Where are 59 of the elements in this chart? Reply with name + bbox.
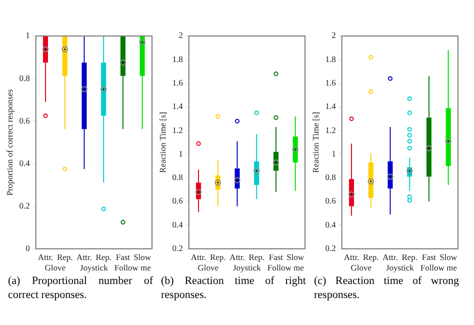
text: Follow me — [420, 262, 458, 272]
y-tick-label: 1.8 — [325, 54, 336, 64]
y-tick-label: 0.4 — [172, 219, 184, 230]
y-tick-label: 0.6 — [19, 115, 30, 126]
y-tick-label: 1.4 — [325, 101, 337, 112]
x-tick-label: Attr. — [38, 252, 54, 262]
text: Follow me — [267, 262, 304, 272]
y-axis-title: Reaction Time [s] — [310, 112, 320, 173]
x-tick-label: Rep. — [210, 252, 226, 262]
x-tick-label: Slow — [440, 252, 458, 262]
text: (b) Reaction time of right responses. — [160, 274, 307, 302]
x-tick-label: Slow — [134, 252, 152, 262]
text: Glove — [350, 262, 372, 272]
y-tick-label: 0.4 — [19, 158, 31, 168]
x-tick-label: Rep. — [362, 252, 379, 262]
y-tick-label: 1.6 — [325, 78, 336, 88]
y-tick-label: 1.4 — [172, 101, 184, 112]
text: Follow me — [114, 262, 152, 272]
x-tick-label: Slow — [286, 252, 305, 262]
x-tick-label: Rep. — [56, 252, 73, 262]
y-tick-label: 2 — [178, 30, 183, 40]
x-tick-label: Fast — [268, 252, 284, 262]
x-tick-label: Attr. — [344, 252, 360, 262]
y-axis-title: Reaction Time [s] — [157, 112, 168, 173]
y-tick-label: 0.8 — [172, 172, 183, 182]
text: Glove — [198, 262, 219, 272]
y-tick-label: 1 — [332, 148, 336, 158]
y-tick-label: 1.6 — [172, 78, 183, 88]
x-tick-label: Rep. — [248, 252, 265, 262]
y-tick-label: 0.6 — [172, 196, 183, 206]
y-tick-label: 0.2 — [19, 200, 30, 210]
y-tick-label: 1 — [178, 148, 183, 158]
y-axis-title: Proportion of correct responses — [4, 89, 14, 196]
y-tick-label: 1.2 — [172, 124, 183, 135]
y-tick-label: 2 — [332, 30, 336, 40]
y-tick-label: 0.8 — [325, 172, 336, 182]
text: Joystick — [386, 262, 415, 272]
y-tick-label: 0 — [26, 243, 30, 254]
y-tick-label: 1.2 — [325, 124, 336, 135]
x-tick-label: Rep. — [96, 252, 112, 262]
text: (a) Proportional number of correct responses. — [7, 274, 154, 302]
y-tick-label: 0.6 — [325, 196, 336, 206]
text: Joystick — [80, 262, 109, 272]
x-tick-label: Attr. — [382, 252, 398, 262]
x-tick-label: Fast — [422, 252, 437, 262]
x-tick-label: Attr. — [76, 252, 92, 262]
x-tick-label: Fast — [116, 252, 131, 262]
x-tick-label: Attr. — [190, 252, 206, 262]
y-tick-label: 0.8 — [19, 72, 30, 83]
text: (c) Reaction time of wrong responses. — [313, 274, 460, 302]
y-tick-label: 0.2 — [325, 243, 336, 254]
y-tick-label: 0.4 — [325, 219, 337, 230]
y-tick-label: 0.2 — [172, 243, 183, 254]
text: Joystick — [232, 262, 262, 272]
x-tick-label: Attr. — [230, 252, 245, 262]
y-tick-label: 1 — [26, 30, 30, 40]
x-tick-label: Rep. — [402, 252, 418, 262]
text: Glove — [44, 262, 66, 272]
y-tick-label: 1.8 — [172, 54, 183, 64]
